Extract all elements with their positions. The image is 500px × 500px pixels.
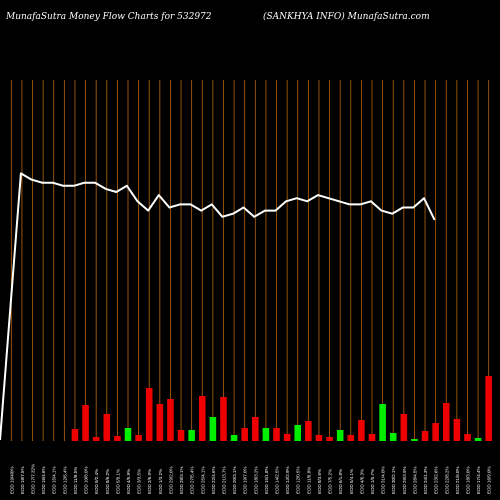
x-tick-label: EOD 6/1.8% — [338, 469, 343, 494]
x-tick-label: EOD 15/4.1% — [52, 466, 57, 494]
x-tick-label: EOD 29/2.0% — [168, 466, 173, 494]
volume-bar — [389, 433, 397, 441]
volume-bar — [336, 430, 344, 441]
volume-bar — [209, 417, 217, 441]
x-tick-label: EOD 22/4.6% — [211, 466, 216, 494]
x-tick-label: EOD 1/3.2% — [158, 469, 163, 494]
x-tick-label: EOD 11/8.5% — [73, 467, 78, 494]
volume-bar — [358, 420, 365, 441]
x-tick-label: EOD 12/6.4% — [62, 466, 67, 494]
x-tick-label: EOD 18/3.2% — [253, 466, 258, 494]
x-tick-label: EOD 4/5.9% — [126, 469, 131, 494]
x-tick-label: EOD 3/3.5% — [137, 469, 142, 494]
volume-bar — [220, 397, 227, 441]
x-tick-label: EOD 16/4.6% — [41, 466, 46, 494]
volume-bar — [124, 428, 132, 441]
x-tick-label: EOD 30/2.1% — [391, 466, 396, 494]
volume-bar — [485, 376, 492, 441]
x-tick-labels: EOD 19/4/0% EOD 18/7.5% EOD 17/7.32% EOD 16… — [9, 464, 491, 494]
volume-bar — [135, 435, 142, 441]
x-tick-label: EOD 19/7.0% — [243, 466, 248, 494]
volume-bar — [474, 438, 482, 441]
x-tick-label: EOD 28/4.5% — [412, 466, 417, 494]
volume-bar — [145, 388, 153, 441]
x-tick-label: EOD 15/1.8% — [264, 466, 269, 494]
volume-bar — [368, 434, 376, 441]
volume-bars — [71, 376, 492, 441]
x-tick-label: EOD 8/3.6% — [317, 469, 322, 494]
volume-bar — [432, 423, 439, 441]
x-tick-label: EOD 19/4/0% — [9, 466, 14, 494]
volume-bar — [92, 437, 100, 441]
x-tick-label: EOD 18/7.5% — [20, 466, 25, 494]
volume-bar — [283, 434, 291, 441]
volume-bar — [294, 425, 302, 441]
x-tick-label: EOD 17/7.32% — [31, 464, 36, 494]
volume-bar — [326, 437, 333, 441]
x-tick-label: EOD 5/4.1% — [349, 469, 354, 494]
volume-bar — [421, 431, 429, 441]
x-tick-label: EOD 11/6.8% — [306, 467, 311, 494]
x-tick-label: EOD 21/6.0% — [455, 466, 460, 494]
x-tick-label: EOD 5/9.1% — [115, 469, 120, 494]
x-tick-label: EOD 9/2.4% — [94, 469, 99, 494]
volume-bar — [156, 404, 164, 441]
volume-bar — [188, 430, 195, 441]
x-tick-label: EOD 22/8.2% — [444, 466, 449, 494]
volume-bar — [411, 439, 418, 441]
volume-bar — [442, 403, 450, 441]
x-tick-label: EOD 13/2.9% — [285, 466, 290, 494]
volume-bar — [241, 428, 248, 441]
volume-bar — [464, 434, 471, 441]
volume-bar — [379, 404, 386, 441]
volume-bar — [262, 428, 270, 441]
volume-bar — [315, 435, 323, 441]
money-flow-line — [0, 172, 436, 441]
x-tick-label: EOD 1/5.7% — [370, 469, 375, 494]
volume-bar — [400, 414, 408, 441]
x-tick-label: EOD 10/8.0% — [84, 466, 89, 494]
x-tick-label: EOD 14/2.5% — [275, 466, 280, 494]
x-tick-label: EOD 24/1.3% — [423, 466, 428, 494]
x-tick-label: EOD 4/6.3% — [359, 469, 364, 494]
x-tick-label: EOD 27/5.4% — [190, 466, 195, 494]
x-tick-label: EOD 21/3.7% — [221, 466, 226, 494]
x-tick-label: EOD 16/9.0% — [487, 466, 492, 494]
volume-bar — [103, 414, 111, 441]
volume-bar — [71, 429, 79, 441]
volume-bar — [177, 430, 185, 441]
volume-bar — [230, 435, 238, 441]
chart-title-right: (SANKHYA INFO) MunafaSutra.com — [263, 12, 430, 22]
x-tick-label: EOD 17/4.4% — [476, 466, 481, 494]
x-tick-label: EOD 20/3.1% — [232, 466, 237, 494]
x-tick-label: EOD 8/6.2% — [105, 469, 110, 494]
gridlines — [10, 80, 490, 441]
x-tick-label: EOD 18/3.0% — [465, 466, 470, 494]
volume-bar — [167, 399, 174, 441]
volume-bar — [453, 419, 461, 441]
volume-bar — [273, 428, 280, 441]
volume-bar — [82, 405, 89, 441]
x-tick-label: EOD 25/4.1% — [200, 466, 205, 494]
x-tick-label: EOD 31/4.0% — [381, 466, 386, 494]
volume-bar — [347, 435, 355, 441]
x-tick-label: EOD 23/2.6% — [434, 466, 439, 494]
volume-bar — [198, 396, 206, 441]
x-tick-label: EOD 12/0.5% — [296, 466, 301, 494]
x-tick-label: EOD 29/3.9% — [402, 466, 407, 494]
x-tick-label: EOD 7/5.2% — [328, 469, 333, 494]
x-tick-label: EOD 2/6.9% — [147, 469, 152, 494]
volume-bar — [305, 421, 312, 441]
volume-bar — [114, 436, 121, 441]
money-flow-line-path — [0, 172, 436, 441]
volume-bar — [252, 417, 259, 441]
x-tick-label: EOD 28/3.1% — [179, 466, 184, 494]
chart-title-left: MunafaSutra Money Flow Charts for 532972 — [6, 12, 212, 22]
